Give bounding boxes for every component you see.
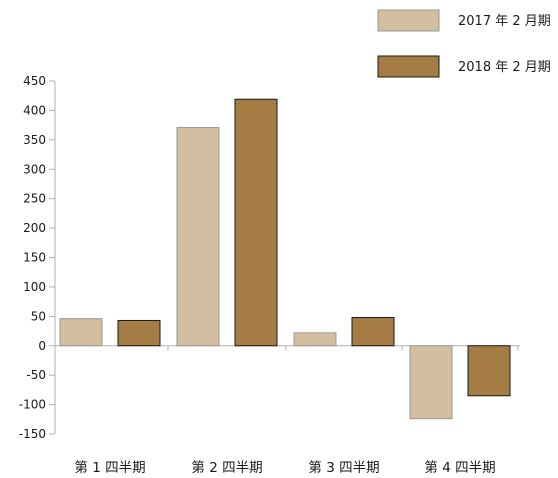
legend-label-2017: 2017 年 2 月期 (458, 14, 551, 29)
y-tick-label: 400 (23, 103, 46, 117)
y-tick-label: 100 (23, 280, 46, 294)
y-tick-label: -50 (26, 368, 46, 382)
x-axis-category-labels: 第 1 四半期 第 2 四半期 第 3 四半期 第 4 四半期 (74, 459, 495, 476)
legend-swatch-2018 (377, 55, 440, 78)
y-tick-label: 450 (23, 74, 46, 88)
y-axis-ticks: 450 400 350 300 250 200 150 100 50 0 -50 -100 -150 (19, 74, 55, 441)
bar-2017-q3 (293, 332, 337, 347)
x-category-label: 第 1 四半期 (74, 459, 145, 476)
legend-label-2018: 2018 年 2 月期 (458, 60, 551, 75)
bar-2017-q2 (176, 126, 220, 347)
x-category-label: 第 2 四半期 (191, 459, 262, 476)
y-tick-label: 200 (23, 221, 46, 235)
bar-2017-q1 (59, 318, 103, 347)
bar-2017-q4 (409, 345, 453, 420)
y-tick-label: 350 (23, 133, 46, 147)
x-category-label: 第 3 四半期 (308, 459, 379, 476)
legend-swatch-2017 (377, 9, 440, 32)
y-tick-label: -150 (19, 427, 46, 441)
bar-2018-q4 (467, 345, 511, 397)
legend: 2017 年 2 月期 2018 年 2 月期 (377, 9, 551, 78)
y-tick-label: 0 (38, 339, 46, 353)
y-tick-label: 50 (31, 309, 46, 323)
y-tick-label: 150 (23, 251, 46, 265)
bar-2018-q2 (234, 98, 278, 347)
y-tick-label: -100 (19, 398, 46, 412)
bar-2018-q3 (351, 317, 395, 347)
bar-2018-q1 (117, 319, 161, 347)
y-tick-label: 250 (23, 192, 46, 206)
bars (59, 98, 519, 420)
x-category-label: 第 4 四半期 (424, 459, 495, 476)
y-tick-label: 300 (23, 162, 46, 176)
